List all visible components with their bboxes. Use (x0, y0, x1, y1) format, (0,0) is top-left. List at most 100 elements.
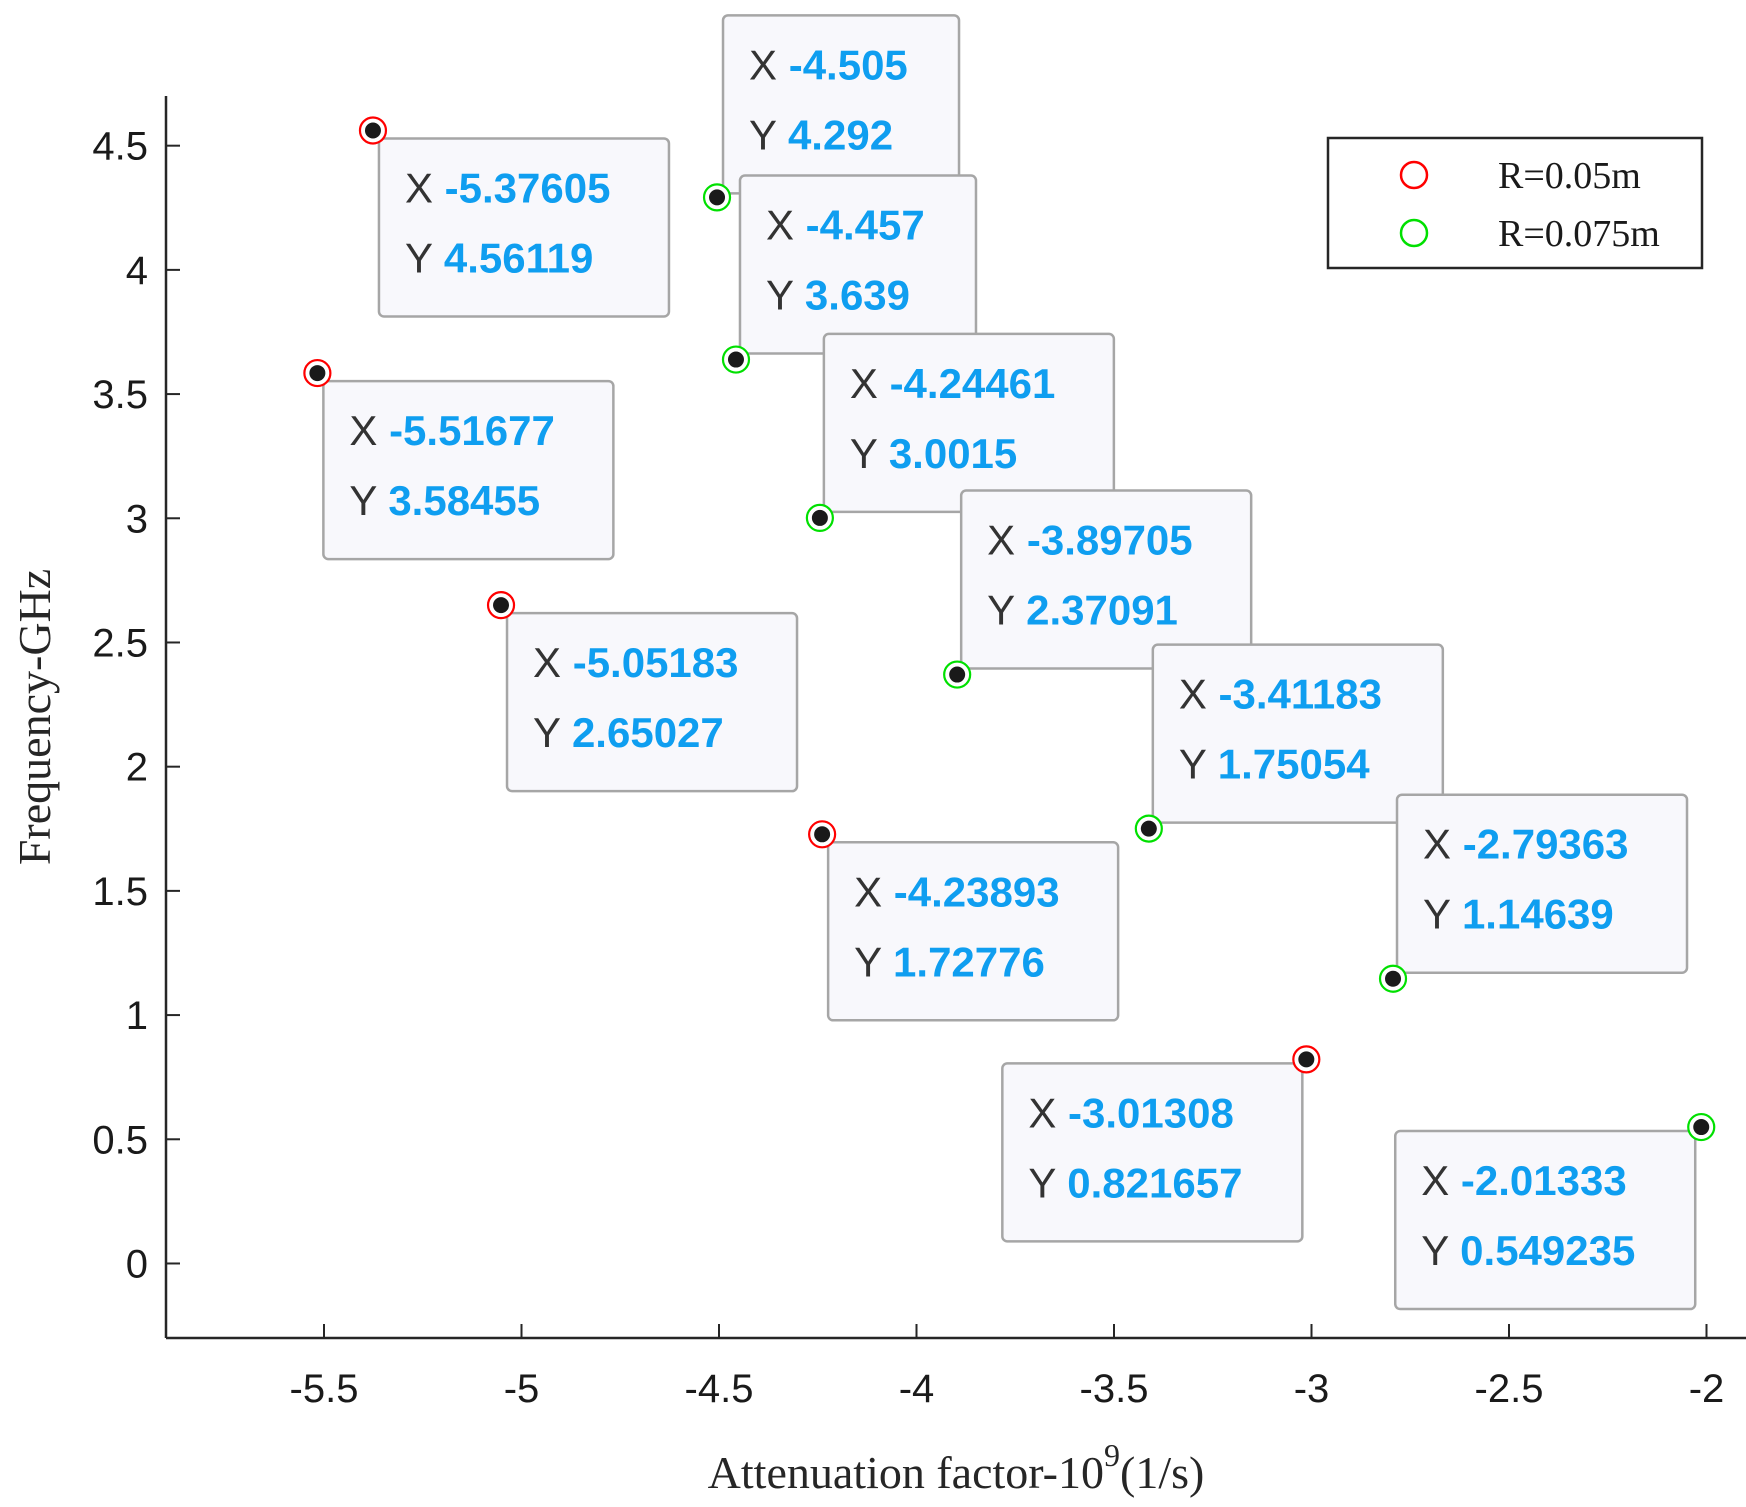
x-tick-label: -5 (504, 1367, 540, 1411)
data-tip-y-value: 4.292 (788, 111, 893, 158)
data-point-dot (309, 365, 326, 382)
data-tip-y-row: Y 0.821657 (1028, 1159, 1242, 1206)
data-tip-x-value: -4.23893 (894, 868, 1060, 915)
data-tip-x-key: X (533, 639, 573, 686)
data-tip-x-value: -2.01333 (1461, 1157, 1627, 1204)
data-tip-x-key: X (349, 407, 389, 454)
data-tip-y-row: Y 0.549235 (1421, 1227, 1635, 1274)
data-tip-y-value: 4.56119 (444, 234, 594, 281)
data-tip-y-value: 3.58455 (388, 477, 540, 524)
x-tick-label: -2.5 (1475, 1367, 1544, 1411)
legend: R=0.05m R=0.075m (1326, 136, 1704, 270)
data-tip-x-value: -3.89705 (1027, 517, 1193, 564)
y-tick-label: 2.5 (92, 621, 148, 665)
data-tip-y-key: Y (854, 938, 893, 985)
x-axis-title-main: Attenuation factor-10 (708, 1447, 1104, 1498)
data-tip-box (1395, 793, 1689, 974)
data-tip-x-key: X (850, 360, 890, 407)
data-tip-y-value: 1.72776 (893, 938, 1045, 985)
data-tip-y-key: Y (987, 587, 1026, 634)
y-axis-title: Frequency-GHz (9, 569, 60, 865)
data-tip-x-value: -2.79363 (1463, 821, 1629, 868)
data-tip-x-value: -3.01308 (1068, 1089, 1234, 1136)
data-tip-x-value: -4.24461 (890, 360, 1056, 407)
data-tip-box (1001, 1062, 1304, 1243)
data-point-dot (364, 122, 381, 139)
data-tip-x-key: X (1179, 671, 1219, 718)
data-point-dot (727, 351, 744, 368)
data-point-dot (1693, 1119, 1710, 1136)
data-tip-x-row: X -4.505 (749, 41, 908, 88)
y-tick-label: 2 (126, 746, 148, 790)
x-tick-label: -2 (1689, 1367, 1725, 1411)
data-tip-y-key: Y (850, 430, 889, 477)
data-tip-x-value: -4.457 (806, 202, 925, 249)
data-tip-x-key: X (766, 202, 806, 249)
data-tip-box (505, 611, 799, 793)
data-tip-x-row: X -5.51677 (349, 407, 555, 454)
data-point-dot (1298, 1051, 1315, 1068)
y-tick-label: 4 (126, 249, 148, 293)
legend-marker (1399, 160, 1429, 190)
data-tip-x-row: X -3.89705 (987, 517, 1193, 564)
data-tip-x-row: X -4.24461 (850, 360, 1056, 407)
data-tip-y-key: Y (405, 234, 444, 281)
data-tip-x-key: X (854, 868, 894, 915)
data-tip-y-key: Y (1179, 741, 1218, 788)
data-tip-y-row: Y 4.56119 (405, 234, 593, 281)
data-tip-x-value: -5.37605 (445, 164, 611, 211)
data-tip-y-value: 1.75054 (1218, 741, 1370, 788)
data-tip-y-row: Y 1.14639 (1423, 891, 1614, 938)
data-point-dot (1385, 970, 1402, 987)
legend-label: R=0.05m (1498, 155, 1641, 197)
data-tip-x-key: X (1028, 1089, 1068, 1136)
data-point-dot (1140, 820, 1157, 837)
y-tick-label: 4.5 (92, 125, 148, 169)
data-tip-y-key: Y (1421, 1227, 1460, 1274)
data-point-dot (814, 826, 831, 843)
y-tick-label: 3.5 (92, 373, 148, 417)
data-tip-x-row: X -5.05183 (533, 639, 739, 686)
data-tip-y-row: Y 1.75054 (1179, 741, 1370, 788)
y-tick-label: 0 (126, 1242, 148, 1286)
data-tip-x-value: -5.51677 (389, 407, 555, 454)
x-tick-label: -3 (1294, 1367, 1330, 1411)
data-tip-x-key: X (405, 164, 445, 211)
x-tick-label: -5.5 (290, 1367, 359, 1411)
x-tick-label: -3.5 (1080, 1367, 1149, 1411)
data-tip-y-key: Y (349, 477, 388, 524)
y-tick-label: 3 (126, 497, 148, 541)
data-tip-x-row: X -4.457 (766, 202, 925, 249)
x-axis-title-superscript: 9 (1104, 1437, 1120, 1473)
data-tip-x-row: X -5.37605 (405, 164, 610, 211)
data-tip-box (377, 137, 671, 318)
data-tip-x-key: X (749, 41, 789, 88)
x-tick-label: -4 (899, 1367, 935, 1411)
data-point-dot (811, 509, 828, 526)
data-tip-box (959, 489, 1253, 670)
x-axis-title: Attenuation factor-109(1/s) (708, 1437, 1205, 1498)
data-tip-y-key: Y (533, 709, 572, 756)
data-tip-y-row: Y 3.0015 (850, 430, 1017, 477)
legend-marker (1399, 218, 1429, 248)
data-tip-y-value: 0.549235 (1460, 1227, 1635, 1274)
data-tip-box (322, 379, 615, 561)
data-tip-y-row: Y 1.72776 (854, 938, 1045, 985)
data-tip-y-row: Y 3.58455 (349, 477, 540, 524)
data-tip-box (1151, 643, 1445, 824)
data-tip-y-value: 2.37091 (1026, 587, 1178, 634)
data-tip: X -4.24461 Y 3.0015 (822, 332, 1116, 514)
legend-label: R=0.075m (1498, 213, 1660, 255)
data-point-dot (493, 597, 510, 614)
data-tip: X -3.01308 Y 0.821657 (1001, 1062, 1304, 1243)
data-tip-x-key: X (1421, 1157, 1461, 1204)
x-tick-label: -4.5 (685, 1367, 754, 1411)
legend-box (1326, 136, 1704, 270)
data-tip-y-value: 3.639 (805, 272, 910, 319)
data-tip: X -3.89705 Y 2.37091 (959, 489, 1253, 670)
